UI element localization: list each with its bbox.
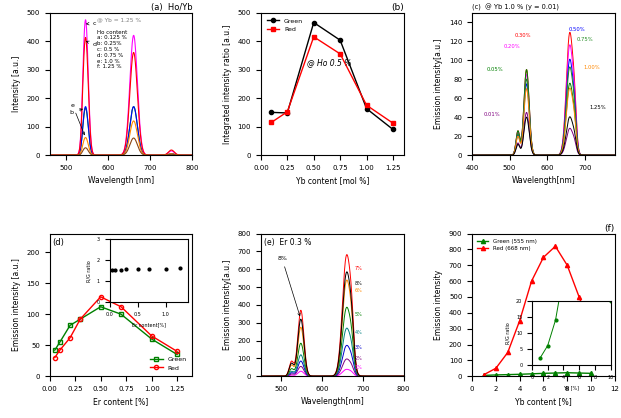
Green <box>97 304 104 309</box>
Y-axis label: Emission intensity [a.u.]: Emission intensity [a.u.] <box>12 258 21 352</box>
Y-axis label: Emission intensity[a.u.]: Emission intensity[a.u.] <box>223 260 232 350</box>
Line: Red: Red <box>270 35 395 125</box>
Y-axis label: Intensity [a.u.]: Intensity [a.u.] <box>12 56 21 112</box>
Red (668 nm) <box>516 318 524 323</box>
Green (555 nm) <box>516 372 524 377</box>
Red (668 nm) <box>492 366 500 371</box>
Green <box>117 312 125 317</box>
Green (555 nm) <box>528 371 535 376</box>
Legend: Green, Red: Green, Red <box>264 15 306 35</box>
Text: 8%: 8% <box>355 281 363 286</box>
Text: 8%: 8% <box>277 256 300 316</box>
Text: 5%: 5% <box>355 312 363 317</box>
Red (668 nm) <box>563 263 571 268</box>
Y-axis label: Emission intensity: Emission intensity <box>434 270 443 340</box>
X-axis label: Wavelength [nm]: Wavelength [nm] <box>88 176 154 186</box>
Text: 0.05%: 0.05% <box>486 67 503 72</box>
Red (668 nm) <box>551 244 559 249</box>
Green <box>310 20 317 25</box>
Green (555 nm) <box>587 371 595 376</box>
Line: Green (555 nm): Green (555 nm) <box>482 371 593 377</box>
Text: 0.50%: 0.50% <box>569 27 586 32</box>
Line: Red: Red <box>53 295 179 359</box>
Green (555 nm) <box>576 370 583 375</box>
Red (668 nm) <box>528 279 535 284</box>
Red <box>363 103 370 108</box>
Red <box>268 120 275 125</box>
Text: (d): (d) <box>53 238 65 247</box>
Red (668 nm) <box>576 294 583 299</box>
Text: (e)  Er 0.3 %: (e) Er 0.3 % <box>264 238 311 247</box>
Text: 1%: 1% <box>355 365 363 370</box>
Text: b: b <box>70 109 83 115</box>
Green <box>284 110 291 115</box>
Legend: Green (555 nm), Red (668 nm): Green (555 nm), Red (668 nm) <box>475 236 539 254</box>
Text: (b): (b) <box>391 3 404 12</box>
Line: Green: Green <box>270 20 395 132</box>
Text: 0.20%: 0.20% <box>504 44 520 49</box>
Red <box>66 335 74 340</box>
Red <box>148 334 155 339</box>
Red <box>389 121 397 126</box>
Text: d: d <box>86 41 96 47</box>
Green (555 nm) <box>540 371 547 376</box>
Text: (a)  Ho/Yb: (a) Ho/Yb <box>151 3 193 12</box>
Green <box>389 127 397 132</box>
Text: 1.00%: 1.00% <box>583 65 600 70</box>
Red <box>117 304 125 309</box>
Text: 6%: 6% <box>355 288 363 293</box>
Red (668 nm) <box>504 350 512 355</box>
X-axis label: Yb content [%]: Yb content [%] <box>515 398 572 406</box>
Green <box>66 323 74 328</box>
Red (668 nm) <box>540 255 547 260</box>
Text: 3%: 3% <box>355 344 363 349</box>
Green (555 nm) <box>504 372 512 377</box>
Green (555 nm) <box>563 370 571 375</box>
Y-axis label: Emission intensity[a.u.]: Emission intensity[a.u.] <box>434 38 443 129</box>
Green <box>337 38 344 43</box>
Text: c: c <box>86 21 96 26</box>
Green <box>268 110 275 115</box>
X-axis label: Yb content [mol %]: Yb content [mol %] <box>296 176 369 186</box>
Text: 2%: 2% <box>355 357 363 362</box>
Text: 0.75%: 0.75% <box>576 37 593 42</box>
Text: e: e <box>71 103 84 135</box>
Red <box>76 317 84 322</box>
Green <box>76 317 84 322</box>
Red <box>51 355 58 360</box>
Green <box>56 339 63 344</box>
Text: 7%: 7% <box>355 266 363 271</box>
X-axis label: Wavelength[nm]: Wavelength[nm] <box>512 176 575 186</box>
Text: @ Yb = 1.25 %: @ Yb = 1.25 % <box>97 17 141 22</box>
Red (668 nm) <box>480 372 487 377</box>
Green <box>148 336 155 342</box>
Text: Ho content
a: 0.125 %
b: 0.25%
c: 0.5 %
d: 0.75 %
e: 1.0 %
f: 1.25 %: Ho content a: 0.125 % b: 0.25% c: 0.5 % … <box>97 30 127 69</box>
Text: (f): (f) <box>604 224 615 233</box>
Text: @ Ho 0.5 %: @ Ho 0.5 % <box>307 58 351 67</box>
Green <box>51 348 58 353</box>
Green <box>363 106 370 111</box>
Text: 1.25%: 1.25% <box>589 105 605 110</box>
Y-axis label: Integrated intensity ratio [a.u.]: Integrated intensity ratio [a.u.] <box>223 24 232 144</box>
Red <box>310 34 317 39</box>
Red (668 nm) <box>587 326 595 331</box>
Red <box>173 349 181 354</box>
Text: (c)  @ Yb 1.0 % (y = 0.01): (c) @ Yb 1.0 % (y = 0.01) <box>472 4 559 11</box>
Red <box>284 109 291 114</box>
Legend: Green, Red: Green, Red <box>148 354 189 373</box>
Green (555 nm) <box>551 370 559 375</box>
Text: 0.01%: 0.01% <box>484 112 500 117</box>
X-axis label: Wavelength[nm]: Wavelength[nm] <box>301 398 364 406</box>
Green (555 nm) <box>492 372 500 377</box>
Red <box>56 348 63 353</box>
Text: 0.30%: 0.30% <box>515 33 532 38</box>
Red <box>337 51 344 56</box>
Green <box>173 352 181 357</box>
Red <box>97 294 104 299</box>
Green (555 nm) <box>480 373 487 378</box>
Line: Green: Green <box>53 305 179 357</box>
Text: 4%: 4% <box>355 330 363 335</box>
Line: Red (668 nm): Red (668 nm) <box>482 244 593 377</box>
X-axis label: Er content [%]: Er content [%] <box>93 398 148 406</box>
